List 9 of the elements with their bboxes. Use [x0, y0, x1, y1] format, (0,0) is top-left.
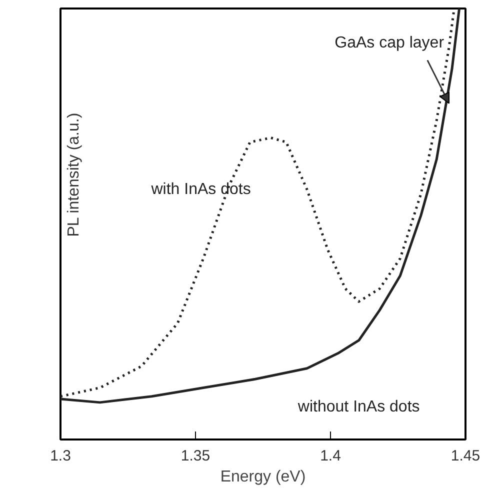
annotation: GaAs cap layer — [334, 34, 445, 52]
x-tick-label: 1.45 — [450, 448, 480, 464]
x-axis-title: Energy (eV) — [220, 468, 306, 486]
x-tick-label: 1.3 — [50, 448, 71, 464]
series-label: without InAs dots — [296, 398, 420, 416]
y-axis-title: PL intensity (a.u.) — [66, 112, 82, 237]
series-label: with InAs dots — [150, 181, 251, 198]
x-tick-label: 1.35 — [180, 448, 210, 464]
x-tick-label: 1.4 — [320, 448, 341, 464]
